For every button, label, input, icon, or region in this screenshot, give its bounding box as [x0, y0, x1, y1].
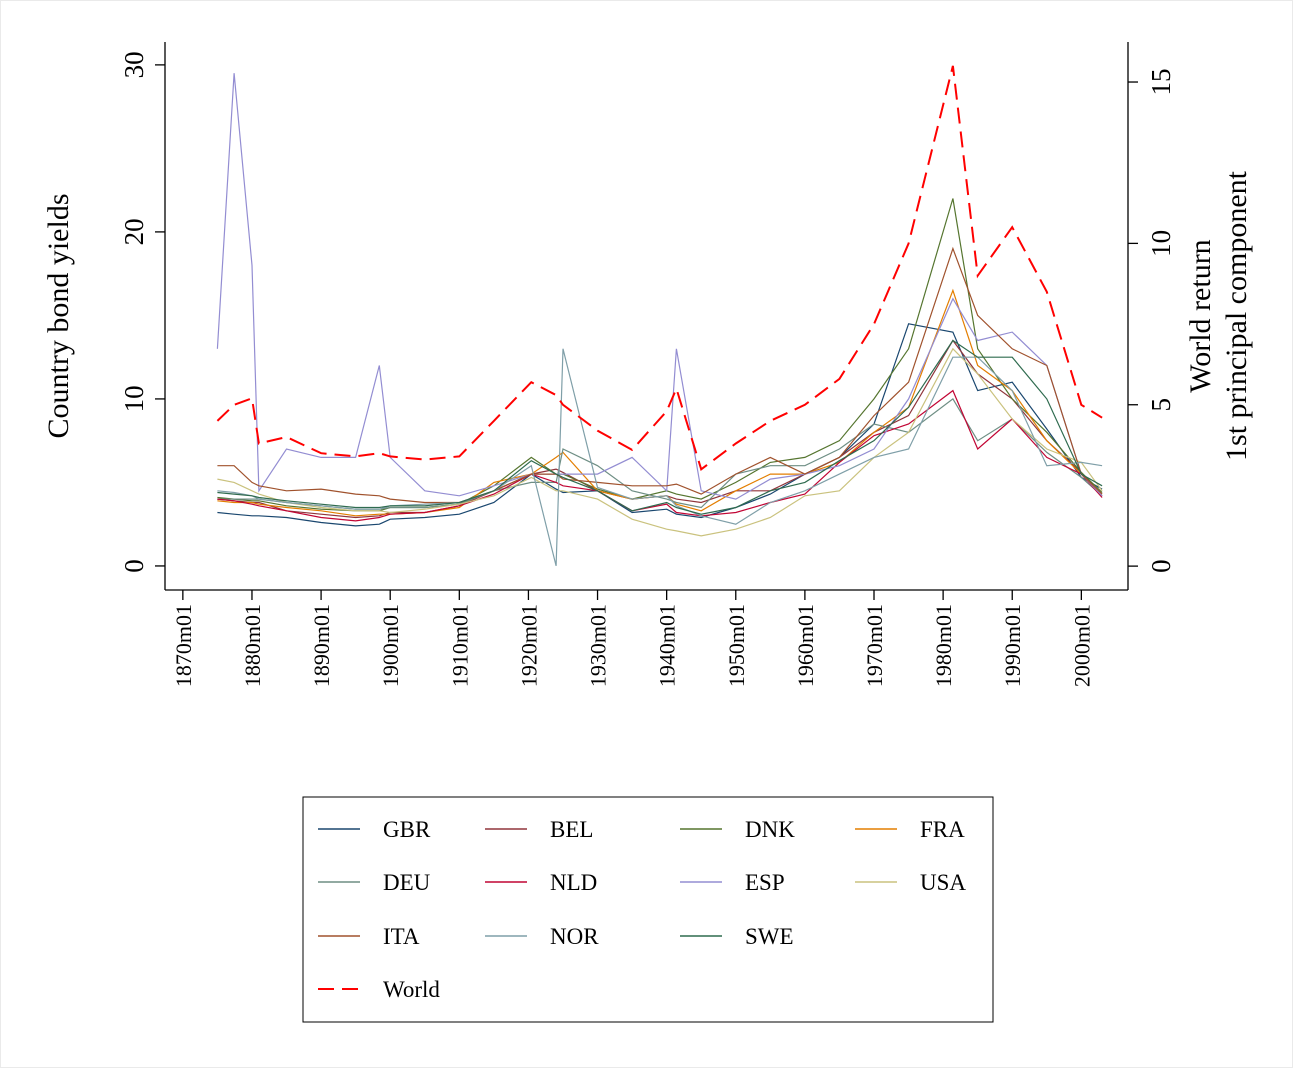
series-line — [217, 198, 1103, 512]
x-tick-label: 2000m01 — [1069, 604, 1094, 687]
legend-label: ITA — [383, 924, 420, 949]
y2-axis-title-line: World return — [1184, 239, 1217, 392]
y-tick-label: 10 — [119, 385, 149, 412]
series-line — [216, 73, 1103, 500]
legend-label: DNK — [745, 817, 795, 842]
x-tick-label: 1970m01 — [862, 604, 887, 687]
y2-tick-label: 15 — [1146, 69, 1176, 96]
legend-label: NLD — [550, 870, 597, 895]
series-line — [217, 323, 1103, 527]
y-tick-label: 30 — [119, 51, 149, 78]
y2-axis-title-line: 1st principal component — [1220, 170, 1253, 461]
x-tick-label: 1930m01 — [586, 604, 611, 687]
x-tick-label: 1880m01 — [240, 604, 265, 687]
legend-label: SWE — [745, 924, 794, 949]
legend-label: GBR — [383, 817, 431, 842]
x-tick-label: 1950m01 — [724, 604, 749, 687]
legend-label: BEL — [550, 817, 593, 842]
legend-label: NOR — [550, 924, 599, 949]
series-line — [217, 348, 1103, 567]
series-line — [217, 339, 1103, 515]
x-tick-label: 1980m01 — [931, 604, 956, 687]
legend-label: FRA — [920, 817, 965, 842]
y-tick-label: 0 — [119, 559, 149, 573]
legend-label: World — [383, 977, 440, 1002]
legend-label: ESP — [745, 870, 785, 895]
x-tick-label: 1870m01 — [171, 604, 196, 687]
x-tick-label: 1940m01 — [655, 604, 680, 687]
x-tick-label: 1920m01 — [516, 604, 541, 687]
y-tick-label: 20 — [119, 218, 149, 245]
x-tick-label: 1890m01 — [309, 604, 334, 687]
legend-label: DEU — [383, 870, 431, 895]
x-tick-label: 1900m01 — [378, 604, 403, 687]
series-line — [217, 288, 1103, 517]
legend-box — [302, 796, 994, 1023]
y2-tick-label: 10 — [1146, 230, 1176, 257]
x-tick-label: 1990m01 — [1000, 604, 1025, 687]
series-line — [217, 246, 1103, 504]
y-axis-title: Country bond yields — [42, 194, 75, 439]
x-tick-label: 1960m01 — [793, 604, 818, 687]
y2-tick-label: 0 — [1146, 559, 1176, 573]
legend-label: USA — [920, 870, 966, 895]
series-line — [217, 347, 1103, 537]
y2-tick-label: 5 — [1146, 398, 1176, 412]
x-tick-label: 1910m01 — [447, 604, 472, 687]
